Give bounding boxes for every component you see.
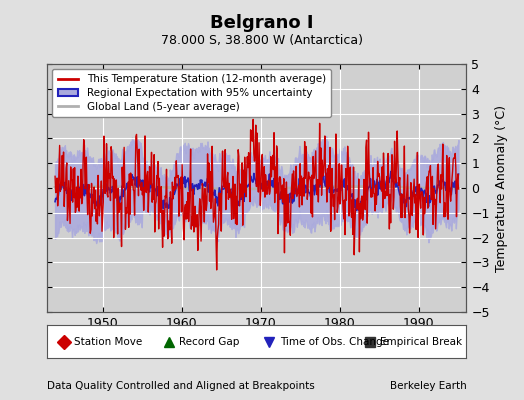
Text: Record Gap: Record Gap xyxy=(179,337,239,346)
Text: 78.000 S, 38.800 W (Antarctica): 78.000 S, 38.800 W (Antarctica) xyxy=(161,34,363,47)
Text: Empirical Break: Empirical Break xyxy=(380,337,463,346)
Text: Time of Obs. Change: Time of Obs. Change xyxy=(280,337,389,346)
Text: Berkeley Earth: Berkeley Earth xyxy=(390,381,466,391)
Text: Belgrano I: Belgrano I xyxy=(210,14,314,32)
Legend: This Temperature Station (12-month average), Regional Expectation with 95% uncer: This Temperature Station (12-month avera… xyxy=(52,69,331,117)
Text: Data Quality Controlled and Aligned at Breakpoints: Data Quality Controlled and Aligned at B… xyxy=(47,381,315,391)
Text: Station Move: Station Move xyxy=(74,337,143,346)
Y-axis label: Temperature Anomaly (°C): Temperature Anomaly (°C) xyxy=(495,104,508,272)
